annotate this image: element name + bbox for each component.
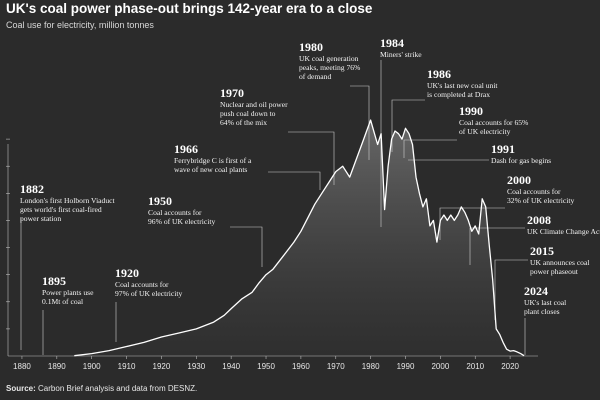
- annotation-text-2015-0: UK announces coal: [530, 258, 589, 267]
- chart-title: UK's coal power phase-out brings 142-yea…: [6, 1, 373, 16]
- annotation-year-1882: 1882: [20, 182, 44, 196]
- annotation-year-2015: 2015: [530, 244, 554, 258]
- leader-1950: [230, 226, 263, 267]
- leader-2015: [494, 259, 528, 320]
- x-tick-label-1890: 1890: [48, 362, 66, 371]
- leader-1990: [403, 139, 457, 158]
- annotation-year-1990: 1990: [459, 104, 483, 118]
- x-tick-label-1980: 1980: [362, 362, 380, 371]
- leader-1966: [268, 171, 321, 190]
- leader-layer: [20, 60, 528, 355]
- annotation-text-2008-0: UK Climate Change Act: [527, 227, 600, 236]
- coal-line: [74, 119, 525, 357]
- annotation-text-1986-0: UK's last new coal unit: [427, 81, 498, 90]
- x-tick-label-2020: 2020: [501, 362, 519, 371]
- annotation-text-1984-0: Miners' strike: [380, 50, 422, 59]
- axis-layer: 1880 1890 1900 1910 1920 1930 1940 1950 1960 1970…: [6, 138, 538, 371]
- x-tick-label-1930: 1930: [187, 362, 205, 371]
- x-tick-label-1920: 1920: [153, 362, 171, 371]
- source-text: Carbon Brief analysis and data from DESN…: [38, 384, 198, 393]
- annotation-text-1882-0: London's first Holborn Viaduct: [20, 196, 116, 205]
- x-tick-label-1910: 1910: [118, 362, 136, 371]
- annotation-text-1980-1: peaks, meeting 76%: [299, 63, 361, 72]
- annotation-text-2000-1: 32% of UK electricity: [507, 196, 574, 205]
- leader-1970: [288, 131, 335, 185]
- annotation-text-1990-1: of UK electricity: [459, 127, 511, 136]
- annotation-year-1950: 1950: [148, 194, 172, 208]
- annotation-year-1986: 1986: [427, 67, 451, 81]
- x-tick-label-2010: 2010: [466, 362, 484, 371]
- annotation-year-2000: 2000: [507, 173, 531, 187]
- leader-1980: [350, 85, 370, 160]
- chart-subtitle: Coal use for electricity, million tonnes: [6, 20, 154, 30]
- annotation-text-1920-1: 97% of UK electricity: [115, 289, 182, 298]
- annotation-text-1980-0: UK coal generation: [299, 54, 359, 63]
- leader-2000: [439, 207, 505, 240]
- annotation-year-1984: 1984: [380, 36, 404, 50]
- annotation-text-1986-1: is completed at Drax: [427, 90, 490, 99]
- annotation-text-1970-2: 64% of the mix: [220, 118, 267, 127]
- annotation-text-1895-1: 0.1Mt of coal: [42, 297, 83, 306]
- x-tick-label-1950: 1950: [257, 362, 275, 371]
- x-tick-label-1900: 1900: [83, 362, 101, 371]
- annotation-text-1991-0: Dash for gas begins: [491, 156, 551, 165]
- annotation-text-2015-1: power phaseout: [530, 267, 579, 276]
- area-layer: [74, 120, 525, 356]
- source-note: Source: Carbon Brief analysis and data f…: [6, 384, 197, 393]
- annotation-text-1970-1: push coal down to: [220, 109, 276, 118]
- annotation-year-1991: 1991: [491, 142, 515, 156]
- annotation-year-1920: 1920: [115, 266, 139, 280]
- annotation-year-1970: 1970: [220, 86, 244, 100]
- annotation-text-1980-2: of demand: [299, 72, 331, 81]
- leader-2008: [469, 227, 525, 265]
- annotation-text-1895-0: Power plants use: [42, 288, 94, 297]
- annotation-text-1950-1: 96% of UK electricity: [148, 217, 215, 226]
- leader-1986: [391, 99, 425, 152]
- annotation-text-1970-0: Nuclear and oil power: [220, 100, 288, 109]
- x-tick-label-1970: 1970: [327, 362, 345, 371]
- line-layer: [74, 119, 525, 357]
- annotation-text-1966-0: Ferrybridge C is first of a: [174, 156, 252, 165]
- annotation-text-2000-0: Coal accounts for: [507, 187, 561, 196]
- source-label: Source:: [6, 384, 36, 393]
- annotation-year-1966: 1966: [174, 142, 198, 156]
- annotation-text-1882-1: gets world's first coal-fired: [20, 205, 102, 214]
- annotation-text-1990-0: Coal accounts for 65%: [459, 118, 529, 127]
- annotation-text-2024-1: plant closes: [524, 307, 560, 316]
- x-tick-label-1990: 1990: [397, 362, 415, 371]
- annotation-text-1920-0: Coal accounts for: [115, 280, 169, 289]
- x-tick-label-1960: 1960: [292, 362, 310, 371]
- annotation-text-1882-2: power station: [20, 214, 61, 223]
- annotation-year-1895: 1895: [42, 274, 66, 288]
- annotation-year-1980: 1980: [299, 40, 323, 54]
- x-tick-label-1880: 1880: [13, 362, 31, 371]
- x-tick-label-2000: 2000: [431, 362, 449, 371]
- annotation-text-2024-0: UK's last coal: [524, 298, 566, 307]
- coal-area: [74, 120, 525, 356]
- x-tick-label-1940: 1940: [222, 362, 240, 371]
- annotation-year-2008: 2008: [527, 213, 551, 227]
- annotation-text-1950-0: Coal accounts for: [148, 208, 202, 217]
- annotation-year-2024: 2024: [524, 284, 548, 298]
- annotation-text-1966-1: wave of new coal plants: [174, 165, 247, 174]
